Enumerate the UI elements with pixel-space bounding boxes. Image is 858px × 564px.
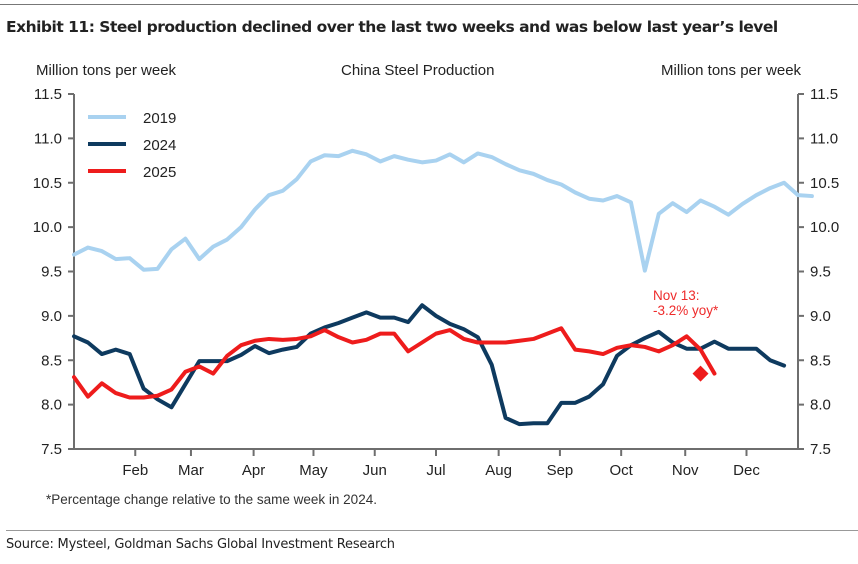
y-tick-label-left: 11.0 bbox=[34, 130, 62, 147]
right-axis-label: Million tons per week bbox=[661, 62, 802, 79]
x-tick-label: Jun bbox=[363, 462, 387, 479]
y-tick-label-right: 9.0 bbox=[810, 308, 831, 325]
x-tick-label: Feb bbox=[122, 462, 148, 479]
top-rule bbox=[0, 4, 858, 5]
x-tick-label: Jul bbox=[426, 462, 445, 479]
series-layer bbox=[72, 148, 814, 427]
y-tick-label-left: 10.5 bbox=[33, 175, 62, 192]
latest-point-diamond bbox=[692, 365, 709, 382]
series-line-2019 bbox=[72, 148, 814, 273]
legend-label-2024: 2024 bbox=[143, 137, 176, 154]
x-tick-label: Oct bbox=[610, 462, 634, 479]
chart-title: China Steel Production bbox=[341, 62, 495, 79]
left-axis-label: Million tons per week bbox=[36, 62, 177, 79]
x-tick-label: Aug bbox=[485, 462, 512, 479]
y-tick-label-left: 8.5 bbox=[41, 352, 62, 369]
footnote: *Percentage change relative to the same … bbox=[46, 492, 377, 507]
x-tick-label: May bbox=[299, 462, 328, 479]
annotation-text: Nov 13: bbox=[653, 288, 700, 303]
x-tick-label: Sep bbox=[547, 462, 574, 479]
y-tick-label-left: 8.0 bbox=[41, 397, 62, 414]
y-tick-label-right: 10.0 bbox=[810, 219, 839, 236]
y-tick-label-right: 9.5 bbox=[810, 264, 831, 281]
y-tick-label-right: 7.5 bbox=[810, 441, 831, 458]
y-tick-label-right: 11.0 bbox=[810, 130, 838, 147]
y-tick-label-left: 7.5 bbox=[41, 441, 62, 458]
y-tick-label-left: 10.0 bbox=[33, 219, 62, 236]
legend-label-2019: 2019 bbox=[143, 110, 176, 127]
y-tick-label-right: 10.5 bbox=[810, 175, 839, 192]
axes: 11.5 11.5 11.0 11.0 10.5 10.5 10.0 10.0 9.5 9.5 9.… bbox=[33, 86, 839, 479]
exhibit-title: Exhibit 11: Steel production declined ov… bbox=[6, 18, 778, 36]
legend: 2019 2024 2025 bbox=[88, 110, 176, 181]
series-line-2025 bbox=[72, 326, 717, 400]
x-tick-label: Mar bbox=[178, 462, 204, 479]
series-line-2024 bbox=[72, 303, 787, 427]
y-tick-label-left: 9.0 bbox=[41, 308, 62, 325]
x-tick-label: Nov bbox=[672, 462, 699, 479]
annotation: Nov 13:-3.2% yoy* bbox=[653, 288, 719, 382]
y-tick-label-right: 11.5 bbox=[810, 86, 838, 103]
x-tick-label: Apr bbox=[242, 462, 265, 479]
legend-label-2025: 2025 bbox=[143, 164, 176, 181]
annotation-text: -3.2% yoy* bbox=[653, 303, 719, 318]
y-tick-label-left: 11.5 bbox=[34, 86, 62, 103]
y-tick-label-right: 8.5 bbox=[810, 352, 831, 369]
bottom-rule bbox=[6, 530, 858, 531]
y-tick-label-left: 9.5 bbox=[41, 264, 62, 281]
source-note: Source: Mysteel, Goldman Sachs Global In… bbox=[6, 537, 395, 552]
y-tick-label-right: 8.0 bbox=[810, 397, 831, 414]
x-tick-label: Dec bbox=[733, 462, 760, 479]
